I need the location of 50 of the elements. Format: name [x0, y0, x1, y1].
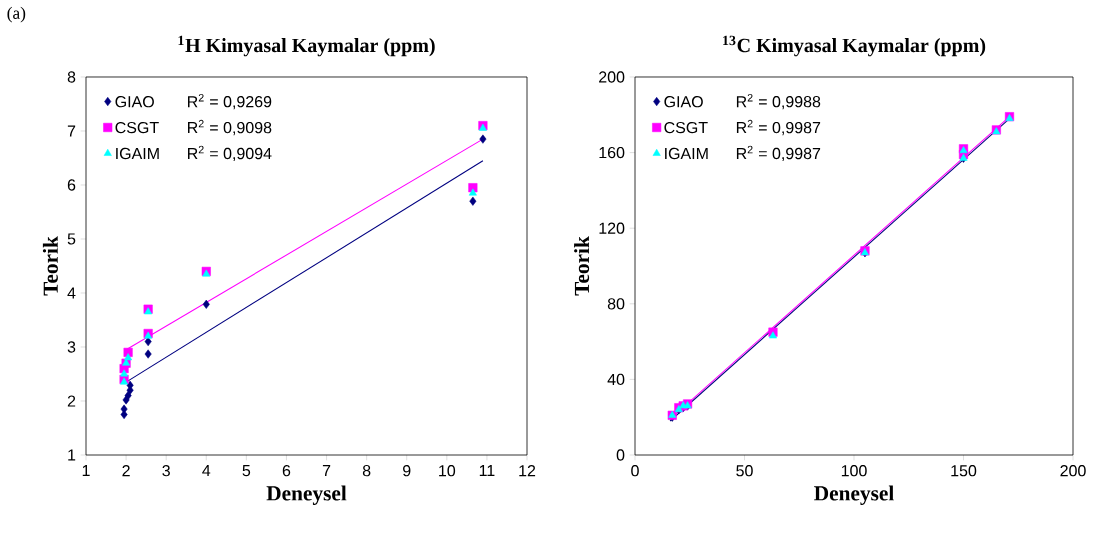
y-axis-title: Teorik — [42, 236, 58, 296]
x-axis-title: Deneysel — [814, 485, 894, 505]
x-tick-label: 11 — [479, 465, 495, 477]
y-tick-label: 4 — [67, 287, 76, 299]
legend-label: IGAIM — [116, 147, 159, 160]
legend-label: CSGT — [664, 121, 708, 134]
x-axis-title: Deneysel — [266, 485, 347, 505]
annotation: R$^{2}$ = 0,9988 — [736, 93, 821, 110]
y-tick-label: 160 — [599, 146, 625, 159]
x-tick-label: 5 — [242, 465, 251, 477]
x-tick-label: 10 — [439, 465, 456, 477]
annotation: R$^{2}$ = 0,9987 — [736, 145, 821, 162]
legend-label: CSGT — [115, 121, 159, 134]
chart-title: $^{1}$H Kimyasal Kaymalar (ppm) — [178, 35, 435, 57]
x-tick-label: 3 — [162, 465, 170, 477]
x-tick-label: 9 — [403, 465, 411, 477]
y-tick-label: 80 — [607, 298, 625, 310]
legend-label: IGAIM — [665, 147, 708, 160]
x-tick-label: 12 — [519, 465, 536, 477]
annotation: R$^{2}$ = 0,9269 — [188, 93, 272, 110]
x-tick-label: 7 — [322, 465, 331, 477]
x-tick-label: 100 — [841, 465, 867, 477]
x-tick-label: 6 — [282, 465, 291, 477]
legend-label: GIAO — [664, 96, 703, 108]
annotation: R$^{2}$ = 0,9098 — [188, 119, 272, 136]
x-tick-label: 0 — [631, 465, 639, 477]
y-tick-label: 120 — [599, 222, 625, 234]
y-tick-label: 2 — [67, 395, 76, 407]
y-tick-label: 200 — [599, 71, 625, 83]
x-tick-label: 150 — [951, 465, 977, 477]
x-tick-label: 200 — [1060, 465, 1086, 477]
x-tick-label: 8 — [362, 465, 371, 477]
y-tick-label: 5 — [67, 233, 76, 245]
x-tick-label: 1 — [82, 465, 90, 477]
y-tick-label: 7 — [67, 125, 76, 137]
annotation: R$^{2}$ = 0,9094 — [188, 145, 272, 162]
y-tick-label: 8 — [67, 71, 76, 83]
chart-title: $^{13}$C Kimyasal Kaymalar (ppm) — [723, 35, 986, 57]
y-tick-label: 40 — [607, 373, 625, 386]
y-tick-label: 0 — [616, 449, 625, 461]
x-tick-label: 50 — [736, 465, 753, 477]
x-tick-label: 4 — [202, 465, 211, 477]
annotation: R$^{2}$ = 0,9987 — [736, 119, 821, 136]
x-tick-label: 2 — [122, 465, 130, 477]
y-tick-label: 6 — [67, 179, 76, 191]
legend-label: GIAO — [115, 96, 154, 108]
text: (a) — [7, 6, 26, 23]
y-tick-label: 3 — [67, 341, 76, 353]
y-axis-title: Teorik — [574, 236, 590, 296]
y-tick-label: 1 — [68, 449, 76, 461]
